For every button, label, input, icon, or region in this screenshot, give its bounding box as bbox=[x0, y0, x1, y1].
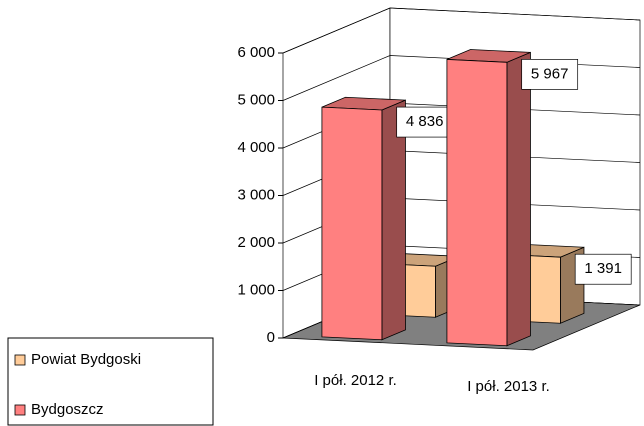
legend-swatch bbox=[14, 404, 26, 416]
y-tick-label: 4 000 bbox=[237, 139, 275, 156]
y-tick-label: 2 000 bbox=[237, 234, 275, 251]
value-label: 1 391 bbox=[584, 260, 622, 277]
x-tick-label: I pół. 2013 r. bbox=[467, 378, 550, 395]
grid-line bbox=[282, 7, 641, 54]
y-tick-label: 6 000 bbox=[237, 44, 275, 61]
value-label: 5 967 bbox=[531, 65, 569, 82]
legend-label: Powiat Bydgoski bbox=[31, 351, 141, 368]
y-tick-label: 1 000 bbox=[237, 281, 275, 298]
bar bbox=[321, 106, 383, 341]
y-tick-label: 0 bbox=[267, 329, 275, 346]
value-label-box bbox=[574, 253, 632, 285]
y-tick-label: 5 000 bbox=[237, 91, 275, 108]
value-label-box bbox=[396, 106, 454, 138]
bar bbox=[446, 59, 508, 347]
y-tick-label: 3 000 bbox=[237, 186, 275, 203]
bar-side bbox=[506, 51, 531, 347]
value-label-box bbox=[521, 59, 579, 90]
legend-label: Bydgoszcz bbox=[31, 401, 104, 418]
x-tick-label: I pół. 2012 r. bbox=[314, 372, 397, 389]
legend-box bbox=[7, 337, 214, 426]
value-label: 4 836 bbox=[406, 113, 444, 130]
legend-swatch bbox=[14, 354, 26, 366]
